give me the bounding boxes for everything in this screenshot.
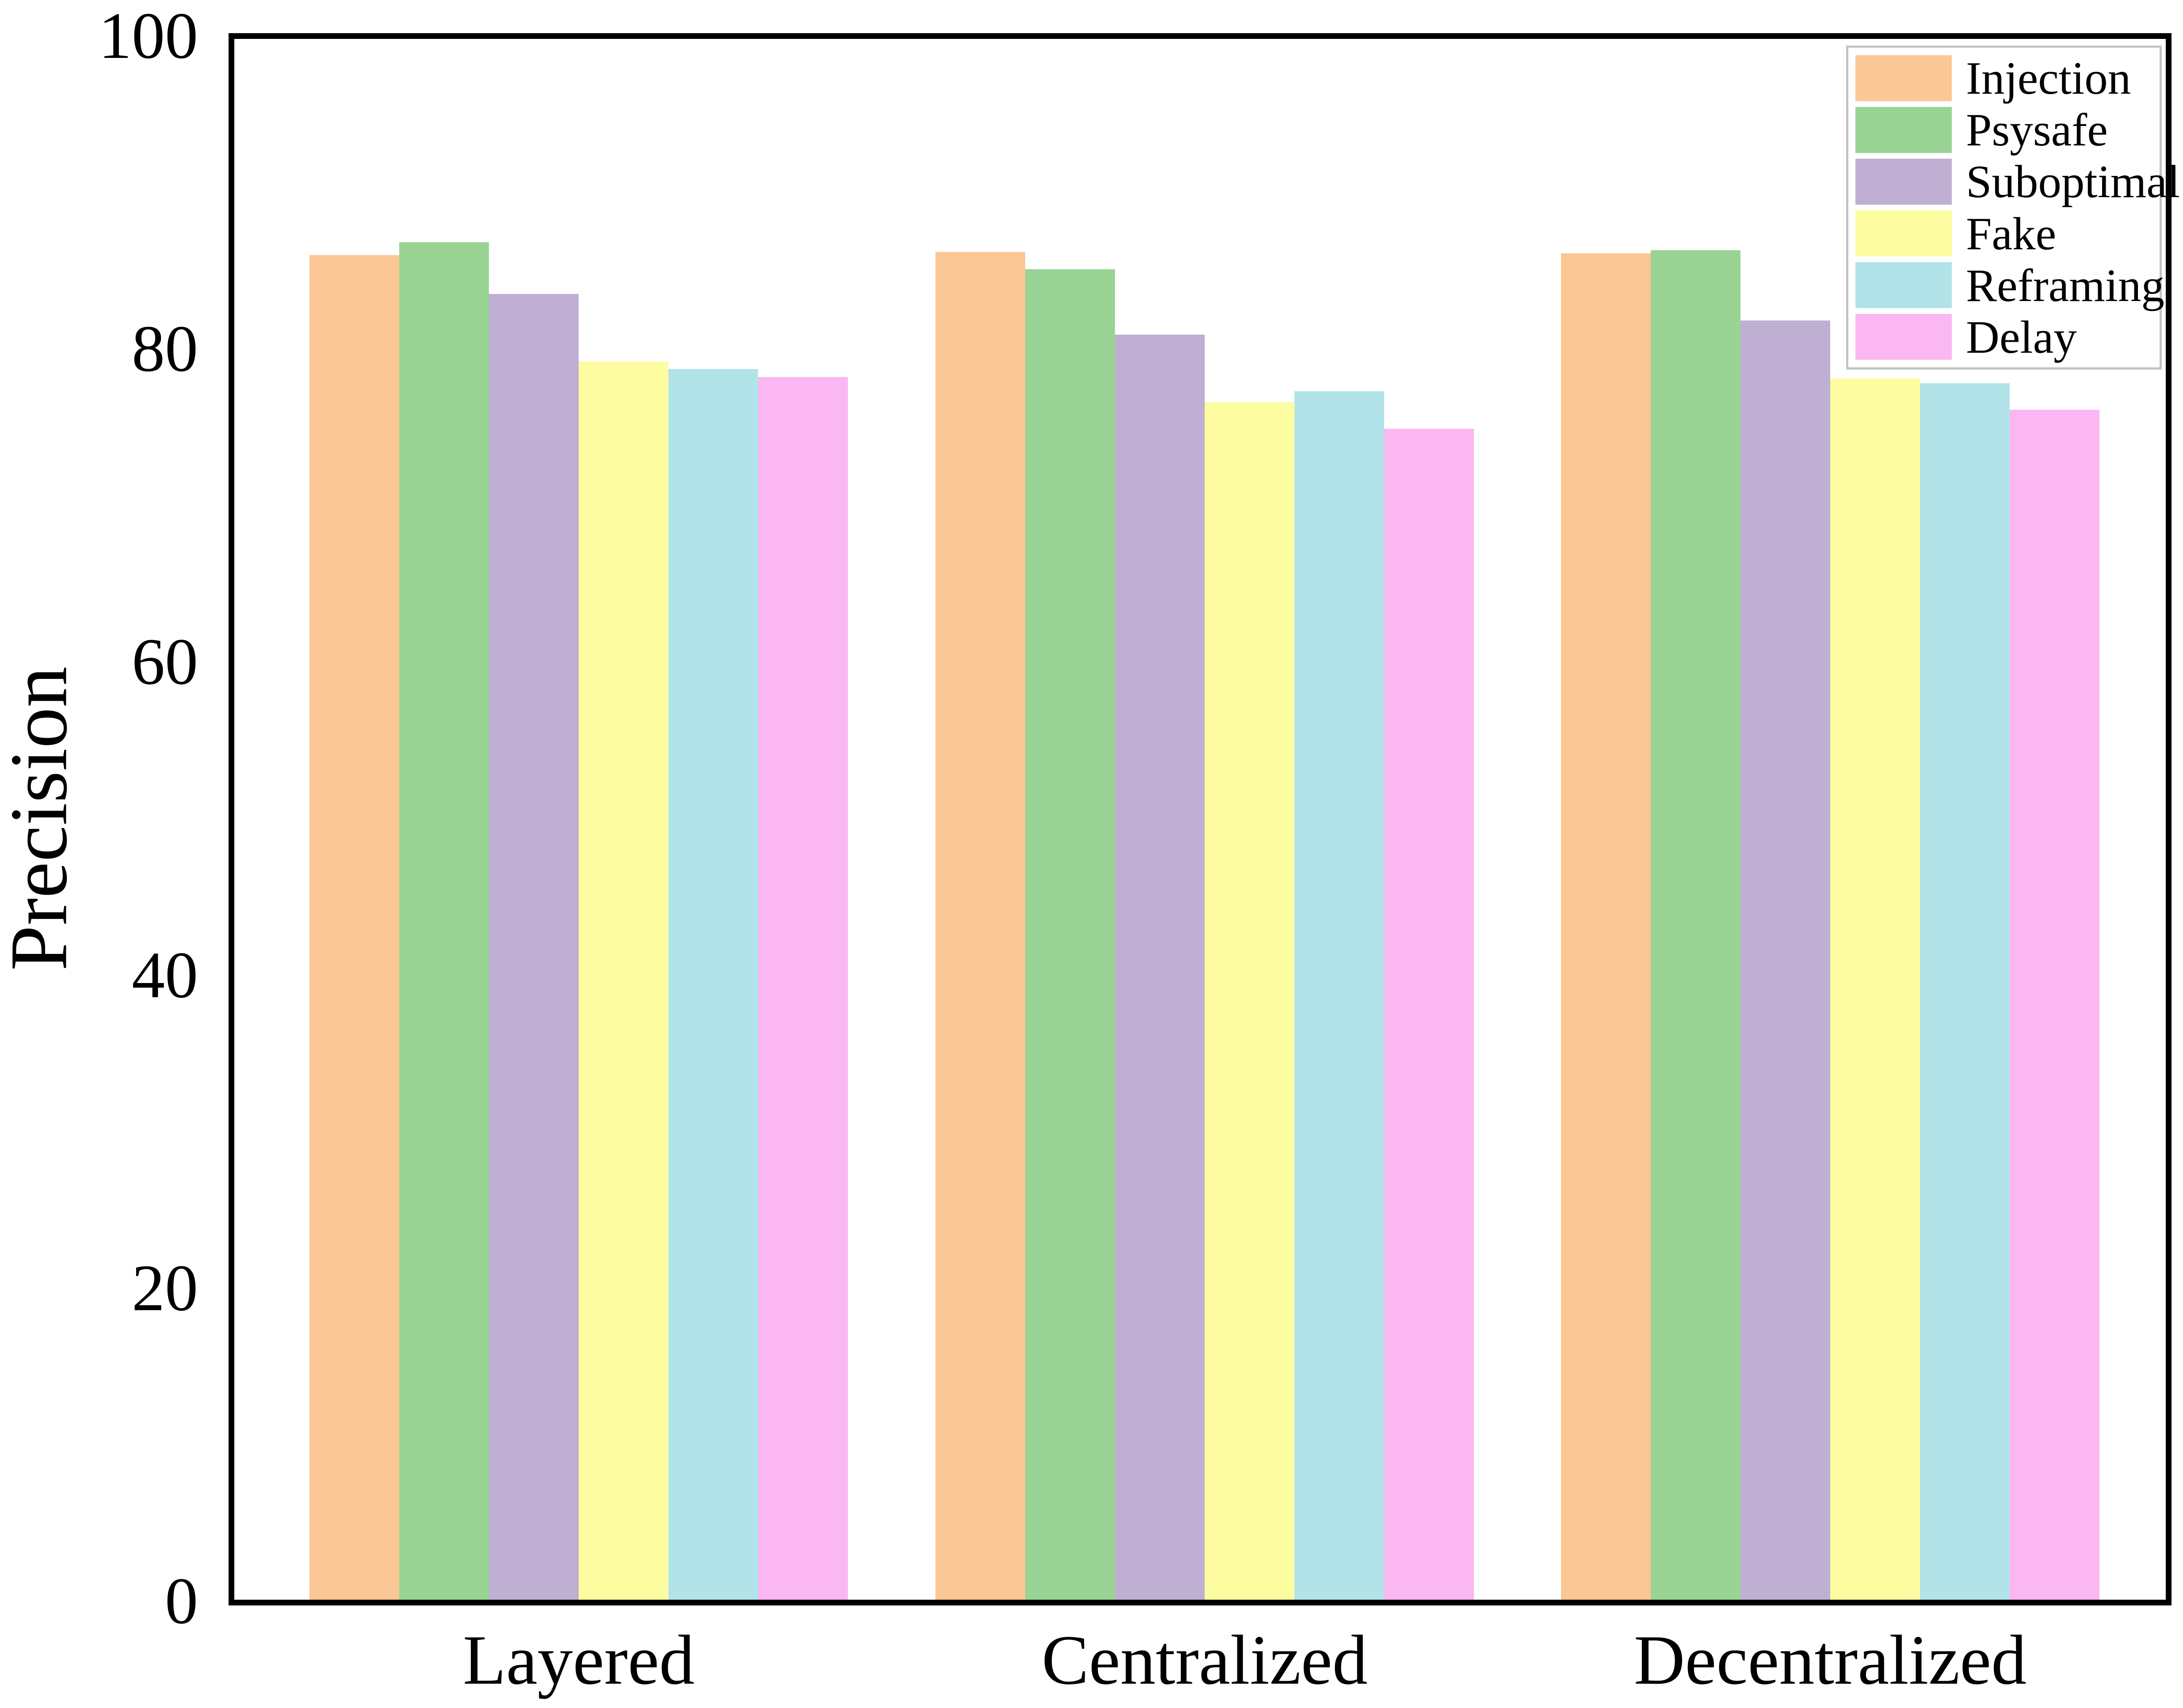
y-tick-label-40: 40: [132, 938, 198, 1012]
legend-swatch-reframing: [1855, 262, 1952, 309]
bar-reframing-centralized: [1294, 391, 1384, 1600]
x-tick-label-decentralized: Decentralized: [1633, 1620, 2027, 1699]
legend-item-delay: Delay: [1855, 314, 2160, 360]
y-tick-label-80: 80: [132, 312, 198, 386]
legend-label-psysafe: Psysafe: [1966, 104, 2108, 156]
bar-injection-decentralized: [1561, 253, 1651, 1600]
y-tick-label-60: 60: [132, 625, 198, 699]
x-tick-label-centralized: Centralized: [1042, 1620, 1368, 1699]
bar-psysafe-decentralized: [1651, 250, 1740, 1600]
legend-label-reframing: Reframing: [1966, 259, 2165, 311]
x-tick-label-layered: Layered: [462, 1620, 695, 1699]
legend-item-injection: Injection: [1855, 55, 2160, 101]
legend-item-reframing: Reframing: [1855, 262, 2164, 309]
bar-psysafe-centralized: [1025, 269, 1115, 1600]
y-axis-title: Precision: [0, 666, 84, 971]
bar-delay-layered: [758, 377, 848, 1600]
bar-suboptimal-centralized: [1115, 335, 1205, 1600]
y-tick-label-100: 100: [99, 0, 198, 72]
bar-fake-decentralized: [1830, 378, 1920, 1600]
legend-swatch-psysafe: [1855, 107, 1952, 153]
legend-swatch-fake: [1855, 210, 1952, 257]
plot-frame: [229, 33, 2172, 1605]
legend-swatch-suboptimal: [1855, 158, 1952, 205]
legend-label-suboptimal: Suboptimal: [1966, 156, 2180, 208]
y-tick-label-0: 0: [165, 1564, 198, 1638]
bar-reframing-decentralized: [1920, 383, 2010, 1600]
legend-swatch-delay: [1855, 314, 1952, 360]
legend: Injection Psysafe Suboptimal Fake Reframing D…: [1846, 46, 2180, 370]
bar-injection-centralized: [935, 252, 1025, 1600]
bar-delay-centralized: [1384, 428, 1474, 1600]
bar-psysafe-layered: [399, 242, 489, 1600]
bar-suboptimal-layered: [489, 294, 579, 1600]
legend-swatch-injection: [1855, 55, 1952, 101]
y-tick-label-20: 20: [132, 1251, 198, 1325]
bar-injection-layered: [309, 255, 399, 1600]
legend-item-fake: Fake: [1855, 210, 2160, 257]
legend-item-psysafe: Psysafe: [1855, 107, 2160, 153]
bar-fake-layered: [579, 361, 668, 1600]
legend-label-injection: Injection: [1966, 52, 2131, 104]
bar-delay-decentralized: [2010, 410, 2099, 1600]
bar-suboptimal-decentralized: [1740, 320, 1830, 1600]
legend-item-suboptimal: Suboptimal: [1855, 158, 2180, 205]
bar-fake-centralized: [1205, 402, 1294, 1600]
bar-reframing-layered: [668, 369, 758, 1600]
legend-label-delay: Delay: [1966, 311, 2077, 363]
legend-label-fake: Fake: [1966, 207, 2057, 259]
